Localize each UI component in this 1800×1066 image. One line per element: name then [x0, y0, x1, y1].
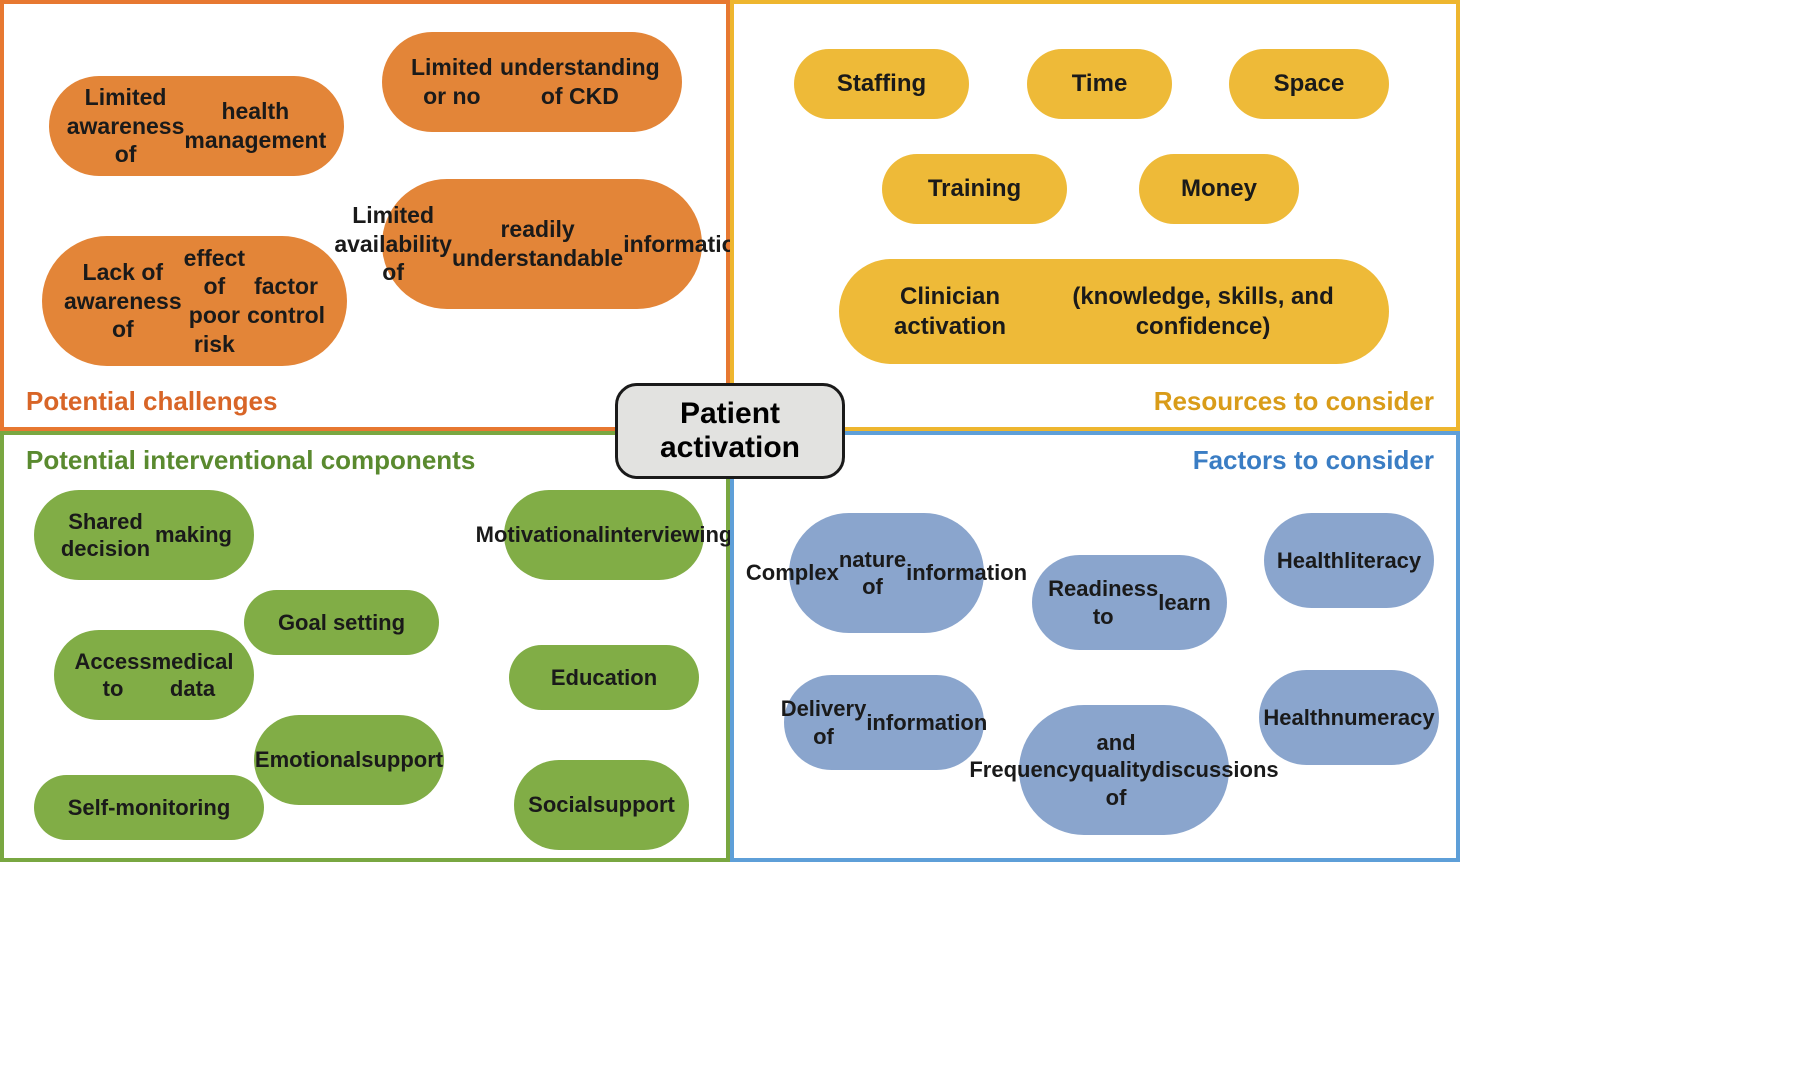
- quadrant-title: Resources to consider: [1154, 386, 1434, 417]
- quadrant-title: Potential interventional components: [26, 445, 475, 476]
- center-node-line1: Patient: [680, 397, 780, 431]
- pill: Lack of awareness ofeffect of poor riskf…: [42, 236, 347, 366]
- pill: Complexnature ofinformation: [789, 513, 984, 633]
- pill: Limited or nounderstanding of CKD: [382, 32, 682, 132]
- pill: Motivationalinterviewing: [504, 490, 704, 580]
- pill: Frequencyand quality ofdiscussions: [1019, 705, 1229, 835]
- quadrant-diagram: Potential challenges Limited awareness of…: [0, 0, 1460, 862]
- pill: Healthliteracy: [1264, 513, 1434, 608]
- pill: Space: [1229, 49, 1389, 119]
- center-node-line2: activation: [660, 431, 800, 465]
- pill: Money: [1139, 154, 1299, 224]
- quadrant-bottom-right: Factors to consider Complexnature ofinfor…: [730, 431, 1460, 862]
- quadrant-title: Factors to consider: [1193, 445, 1434, 476]
- pill: Education: [509, 645, 699, 710]
- pill: Goal setting: [244, 590, 439, 655]
- center-node: Patientactivation: [615, 383, 845, 479]
- pill: Socialsupport: [514, 760, 689, 850]
- quadrant-top-left: Potential challenges Limited awareness of…: [0, 0, 730, 431]
- pill: Healthnumeracy: [1259, 670, 1439, 765]
- pill: Time: [1027, 49, 1172, 119]
- quadrant-top-right: Resources to consider Staffing Time Space Tr…: [730, 0, 1460, 431]
- pill: Emotionalsupport: [254, 715, 444, 805]
- pill: Limited availability ofreadily understan…: [382, 179, 702, 309]
- pill: Limited awareness ofhealth management: [49, 76, 344, 176]
- pill: Training: [882, 154, 1067, 224]
- pill: Readiness tolearn: [1032, 555, 1227, 650]
- pill: Delivery ofinformation: [784, 675, 984, 770]
- pill: Self-monitoring: [34, 775, 264, 840]
- pill: Access tomedical data: [54, 630, 254, 720]
- quadrant-bottom-left: Potential interventional components Share…: [0, 431, 730, 862]
- pill: Clinician activation(knowledge, skills, …: [839, 259, 1389, 364]
- quadrant-title: Potential challenges: [26, 386, 277, 417]
- pill: Shared decisionmaking: [34, 490, 254, 580]
- pill: Staffing: [794, 49, 969, 119]
